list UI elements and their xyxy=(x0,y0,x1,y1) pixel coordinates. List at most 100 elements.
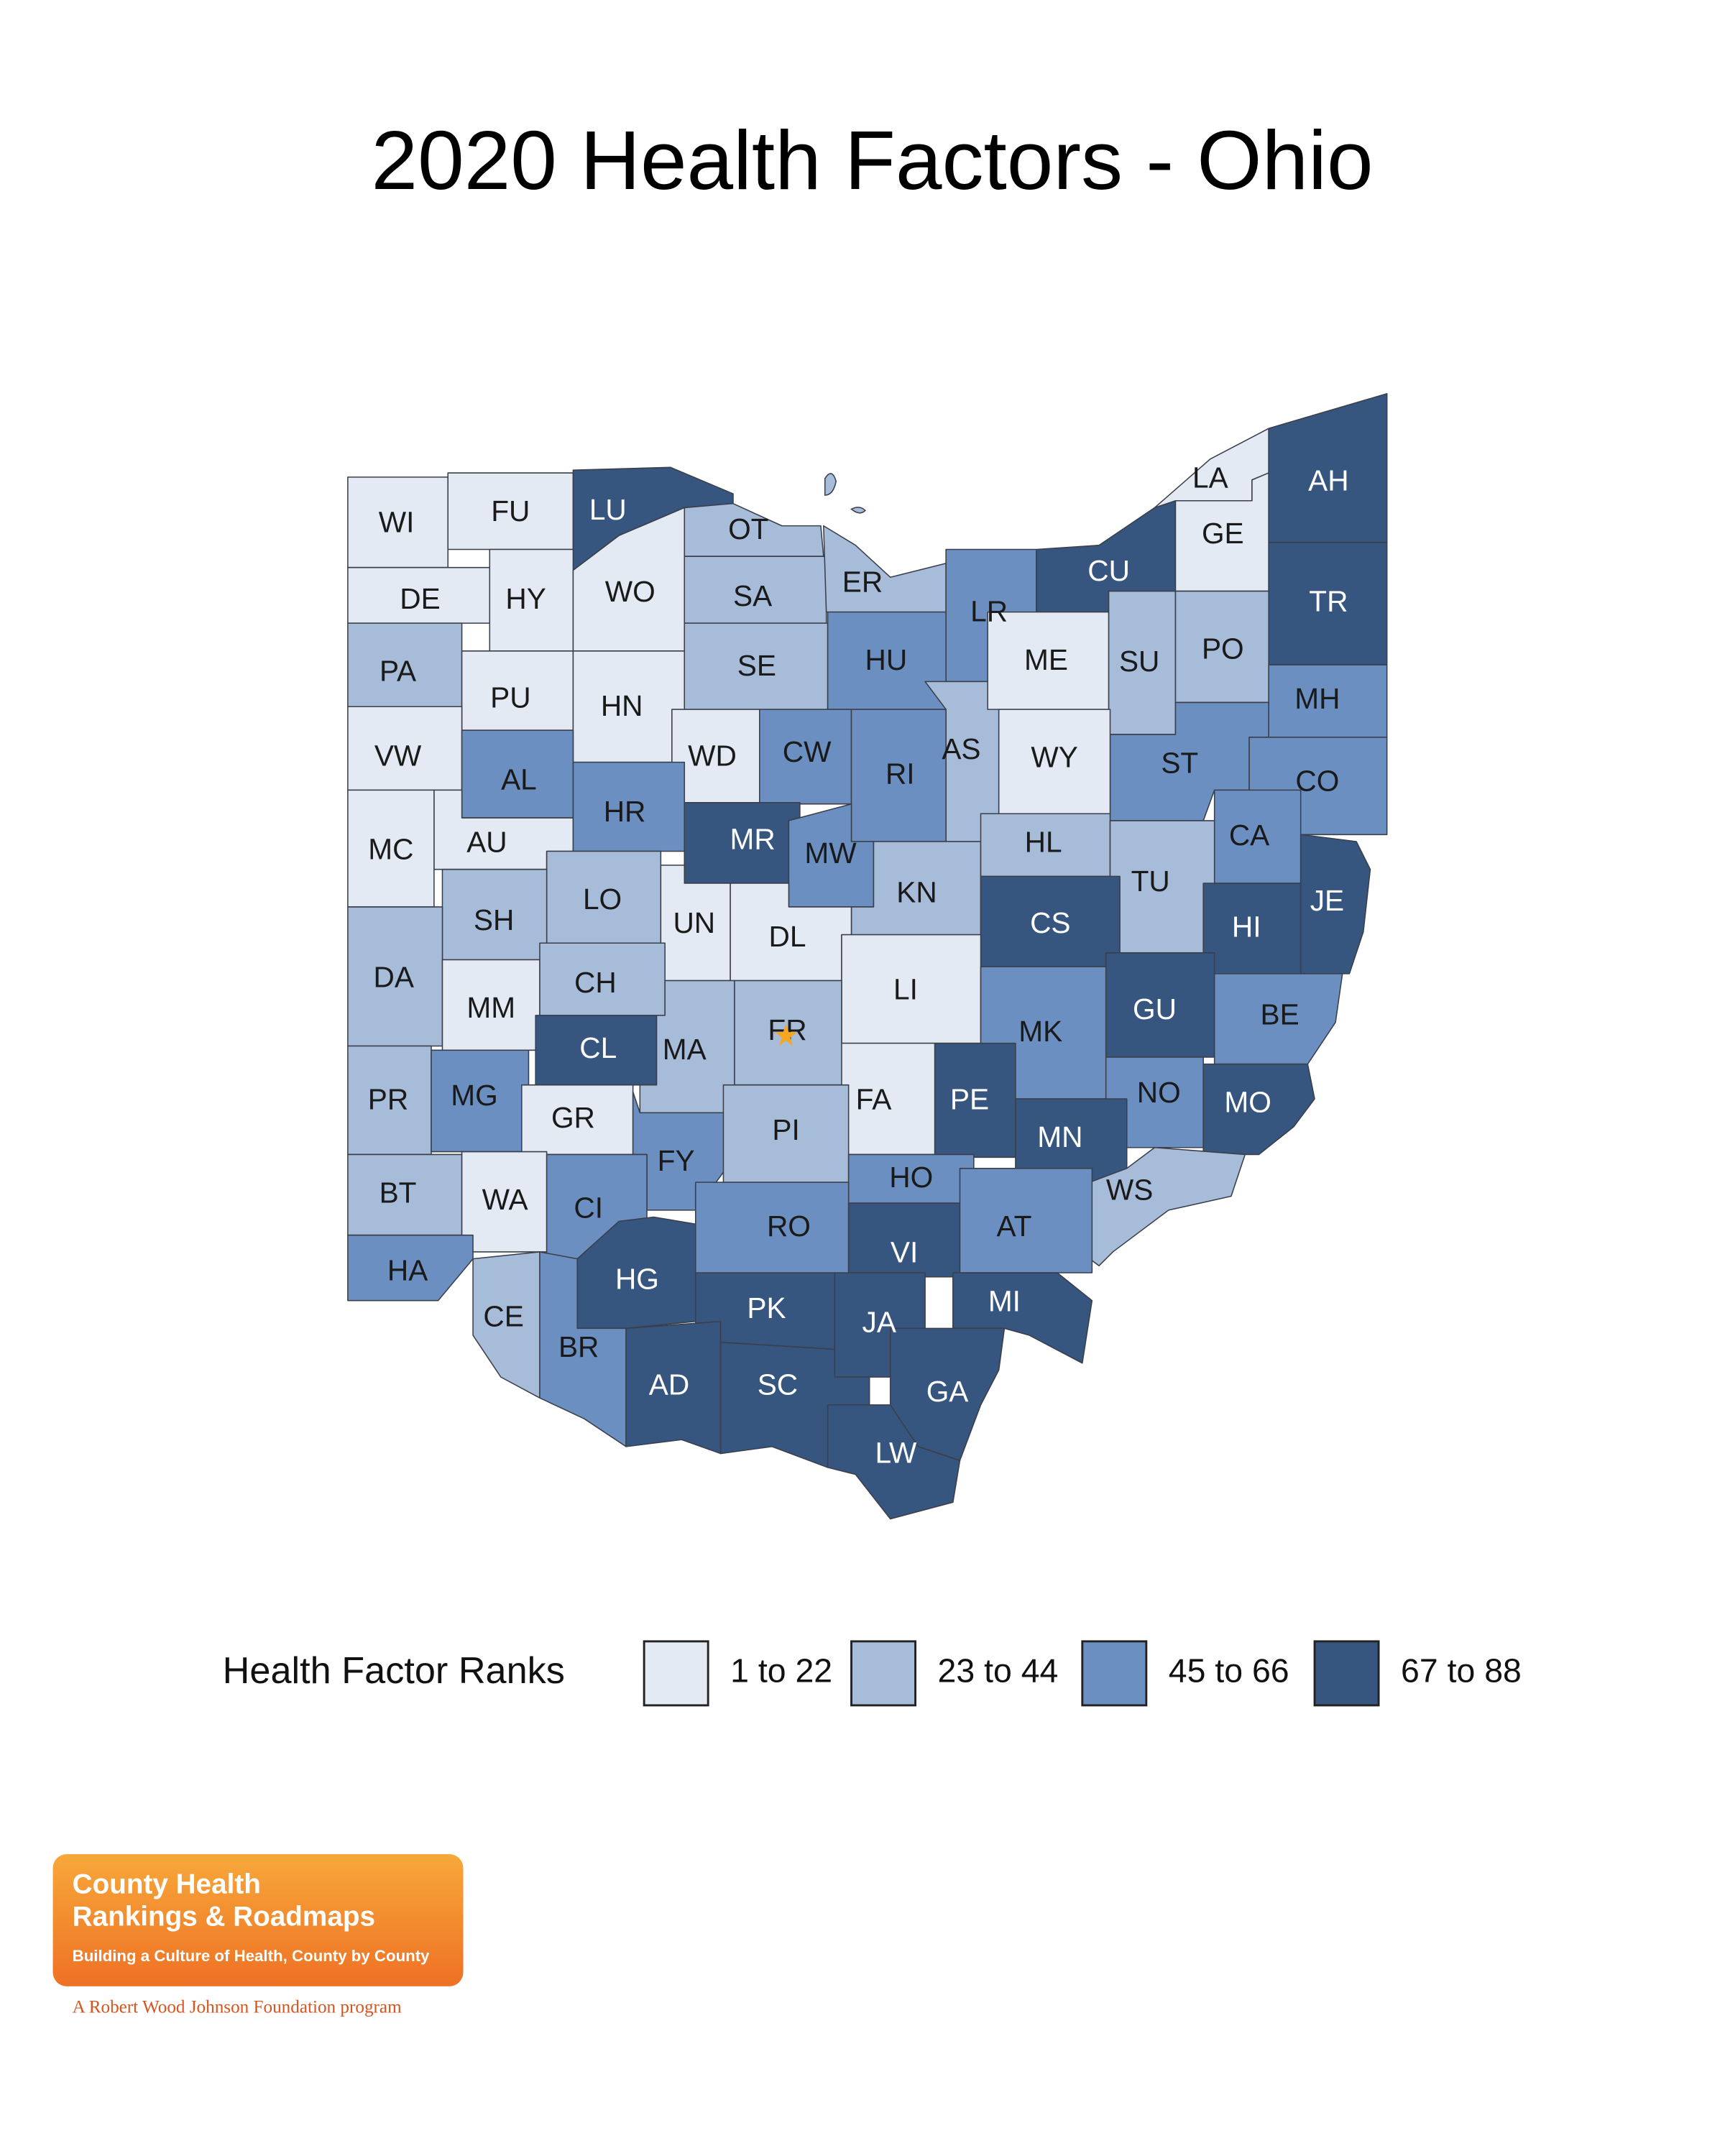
county-label: WI xyxy=(379,505,415,538)
county-label: MA xyxy=(663,1033,707,1066)
county-label: MN xyxy=(1037,1120,1082,1153)
county-label: SH xyxy=(474,903,514,936)
county-label: SC xyxy=(758,1368,798,1401)
legend-swatch xyxy=(1313,1640,1380,1707)
county-label: MO xyxy=(1224,1086,1271,1119)
county-label: AU xyxy=(466,826,507,859)
county-label: NO xyxy=(1137,1076,1181,1109)
county-label: CS xyxy=(1030,906,1070,939)
county-label: TU xyxy=(1131,865,1170,898)
county-label: GA xyxy=(926,1375,970,1408)
county-label: DE xyxy=(400,582,440,615)
legend-label: 1 to 22 xyxy=(730,1652,832,1690)
county-label: ST xyxy=(1161,746,1198,779)
county-label: LR xyxy=(970,594,1008,627)
county-label: ME xyxy=(1024,643,1068,676)
county-label: CI xyxy=(574,1192,603,1225)
county-label: PK xyxy=(747,1291,786,1325)
county-label: PI xyxy=(772,1113,799,1146)
county-label: HA xyxy=(387,1254,428,1287)
county-label: PE xyxy=(950,1083,989,1116)
logo-box xyxy=(52,1854,464,1986)
county-label: BR xyxy=(558,1330,599,1363)
county-label: VW xyxy=(374,740,422,773)
county-label: SU xyxy=(1119,645,1159,678)
county-label: HG xyxy=(615,1262,659,1295)
county-label: GR xyxy=(551,1101,595,1134)
county-label: HO xyxy=(889,1161,933,1194)
county-label: LU xyxy=(589,493,627,526)
county-label: VI xyxy=(891,1236,918,1269)
county-label: DL xyxy=(769,920,806,953)
county-label: HN xyxy=(601,689,643,722)
county-label: HU xyxy=(865,643,908,676)
county xyxy=(959,1168,1093,1273)
county xyxy=(472,1251,540,1399)
logo-line2: Rankings & Roadmaps xyxy=(73,1901,375,1932)
county-label: AL xyxy=(501,763,537,796)
county-label: KN xyxy=(896,875,937,908)
county-label: SE xyxy=(737,649,776,682)
county-label: FA xyxy=(856,1083,893,1116)
county-label: WO xyxy=(605,575,656,608)
county-label: PA xyxy=(380,655,417,688)
legend-label: 45 to 66 xyxy=(1169,1652,1289,1690)
legend-label: 23 to 44 xyxy=(938,1652,1059,1690)
county-label: AD xyxy=(649,1368,689,1401)
logo-footer: A Robert Wood Johnson Foundation program xyxy=(73,1998,402,2017)
county-label: WS xyxy=(1106,1173,1153,1206)
county-label: DA xyxy=(374,960,415,993)
county-label: GU xyxy=(1133,992,1177,1026)
county-label: UN xyxy=(673,906,715,939)
county-label: BE xyxy=(1261,998,1300,1031)
county-label: MG xyxy=(451,1079,497,1112)
county-label: PU xyxy=(490,681,530,714)
county-label: FU xyxy=(491,494,530,528)
title: 2020 Health Factors - Ohio xyxy=(372,114,1374,207)
legend: 1 to 22 23 to 44 45 to 66 67 to 88 xyxy=(643,1640,1522,1707)
county-label: OT xyxy=(728,512,768,545)
county-label: PO xyxy=(1202,632,1244,665)
county-label: RO xyxy=(767,1210,811,1243)
county-label: MK xyxy=(1018,1015,1062,1048)
county-label: AT xyxy=(997,1210,1032,1243)
county-label: HY xyxy=(505,582,546,615)
county-label: ER xyxy=(842,566,883,599)
logo-tagline: Building a Culture of Health, County by … xyxy=(73,1947,431,1965)
county-label: PR xyxy=(368,1083,408,1116)
county-label: BT xyxy=(380,1176,417,1209)
county-label: MM xyxy=(466,991,515,1024)
county xyxy=(1213,973,1343,1065)
county-label: SA xyxy=(733,579,773,612)
county-label: LI xyxy=(893,973,918,1006)
county-label: JA xyxy=(862,1305,897,1338)
county-label: MW xyxy=(804,837,857,870)
county-label: WD xyxy=(688,740,737,773)
county-label: CH xyxy=(574,966,617,999)
county-label: FY xyxy=(658,1144,695,1177)
legend-swatch xyxy=(850,1640,916,1707)
county-label: CE xyxy=(483,1300,523,1333)
legend-title: Health Factor Ranks xyxy=(223,1650,565,1692)
legend-label: 67 to 88 xyxy=(1401,1652,1522,1690)
legend-swatch xyxy=(643,1640,709,1707)
legend-swatch xyxy=(1081,1640,1148,1707)
county-label: LA xyxy=(1192,461,1229,494)
lake-island xyxy=(824,473,866,514)
county-label: AS xyxy=(942,732,980,765)
county xyxy=(827,1404,961,1520)
county-label: CA xyxy=(1229,819,1270,852)
county-label: CO xyxy=(1295,764,1339,797)
county-label: CW xyxy=(783,735,832,768)
county-label: HI xyxy=(1232,911,1261,944)
county-label: RI xyxy=(886,757,915,791)
logo-line1: County Health xyxy=(73,1869,261,1900)
county-label: GE xyxy=(1202,517,1244,550)
map: WI FU LU OT DE HY WO SA ER LR CU LA GE AH TR PA PU HN SE HU… xyxy=(347,392,1388,1520)
county-label: CL xyxy=(579,1031,617,1064)
county-label: TR xyxy=(1309,585,1348,618)
county-label: AH xyxy=(1308,464,1348,497)
county-label: LO xyxy=(583,883,622,916)
